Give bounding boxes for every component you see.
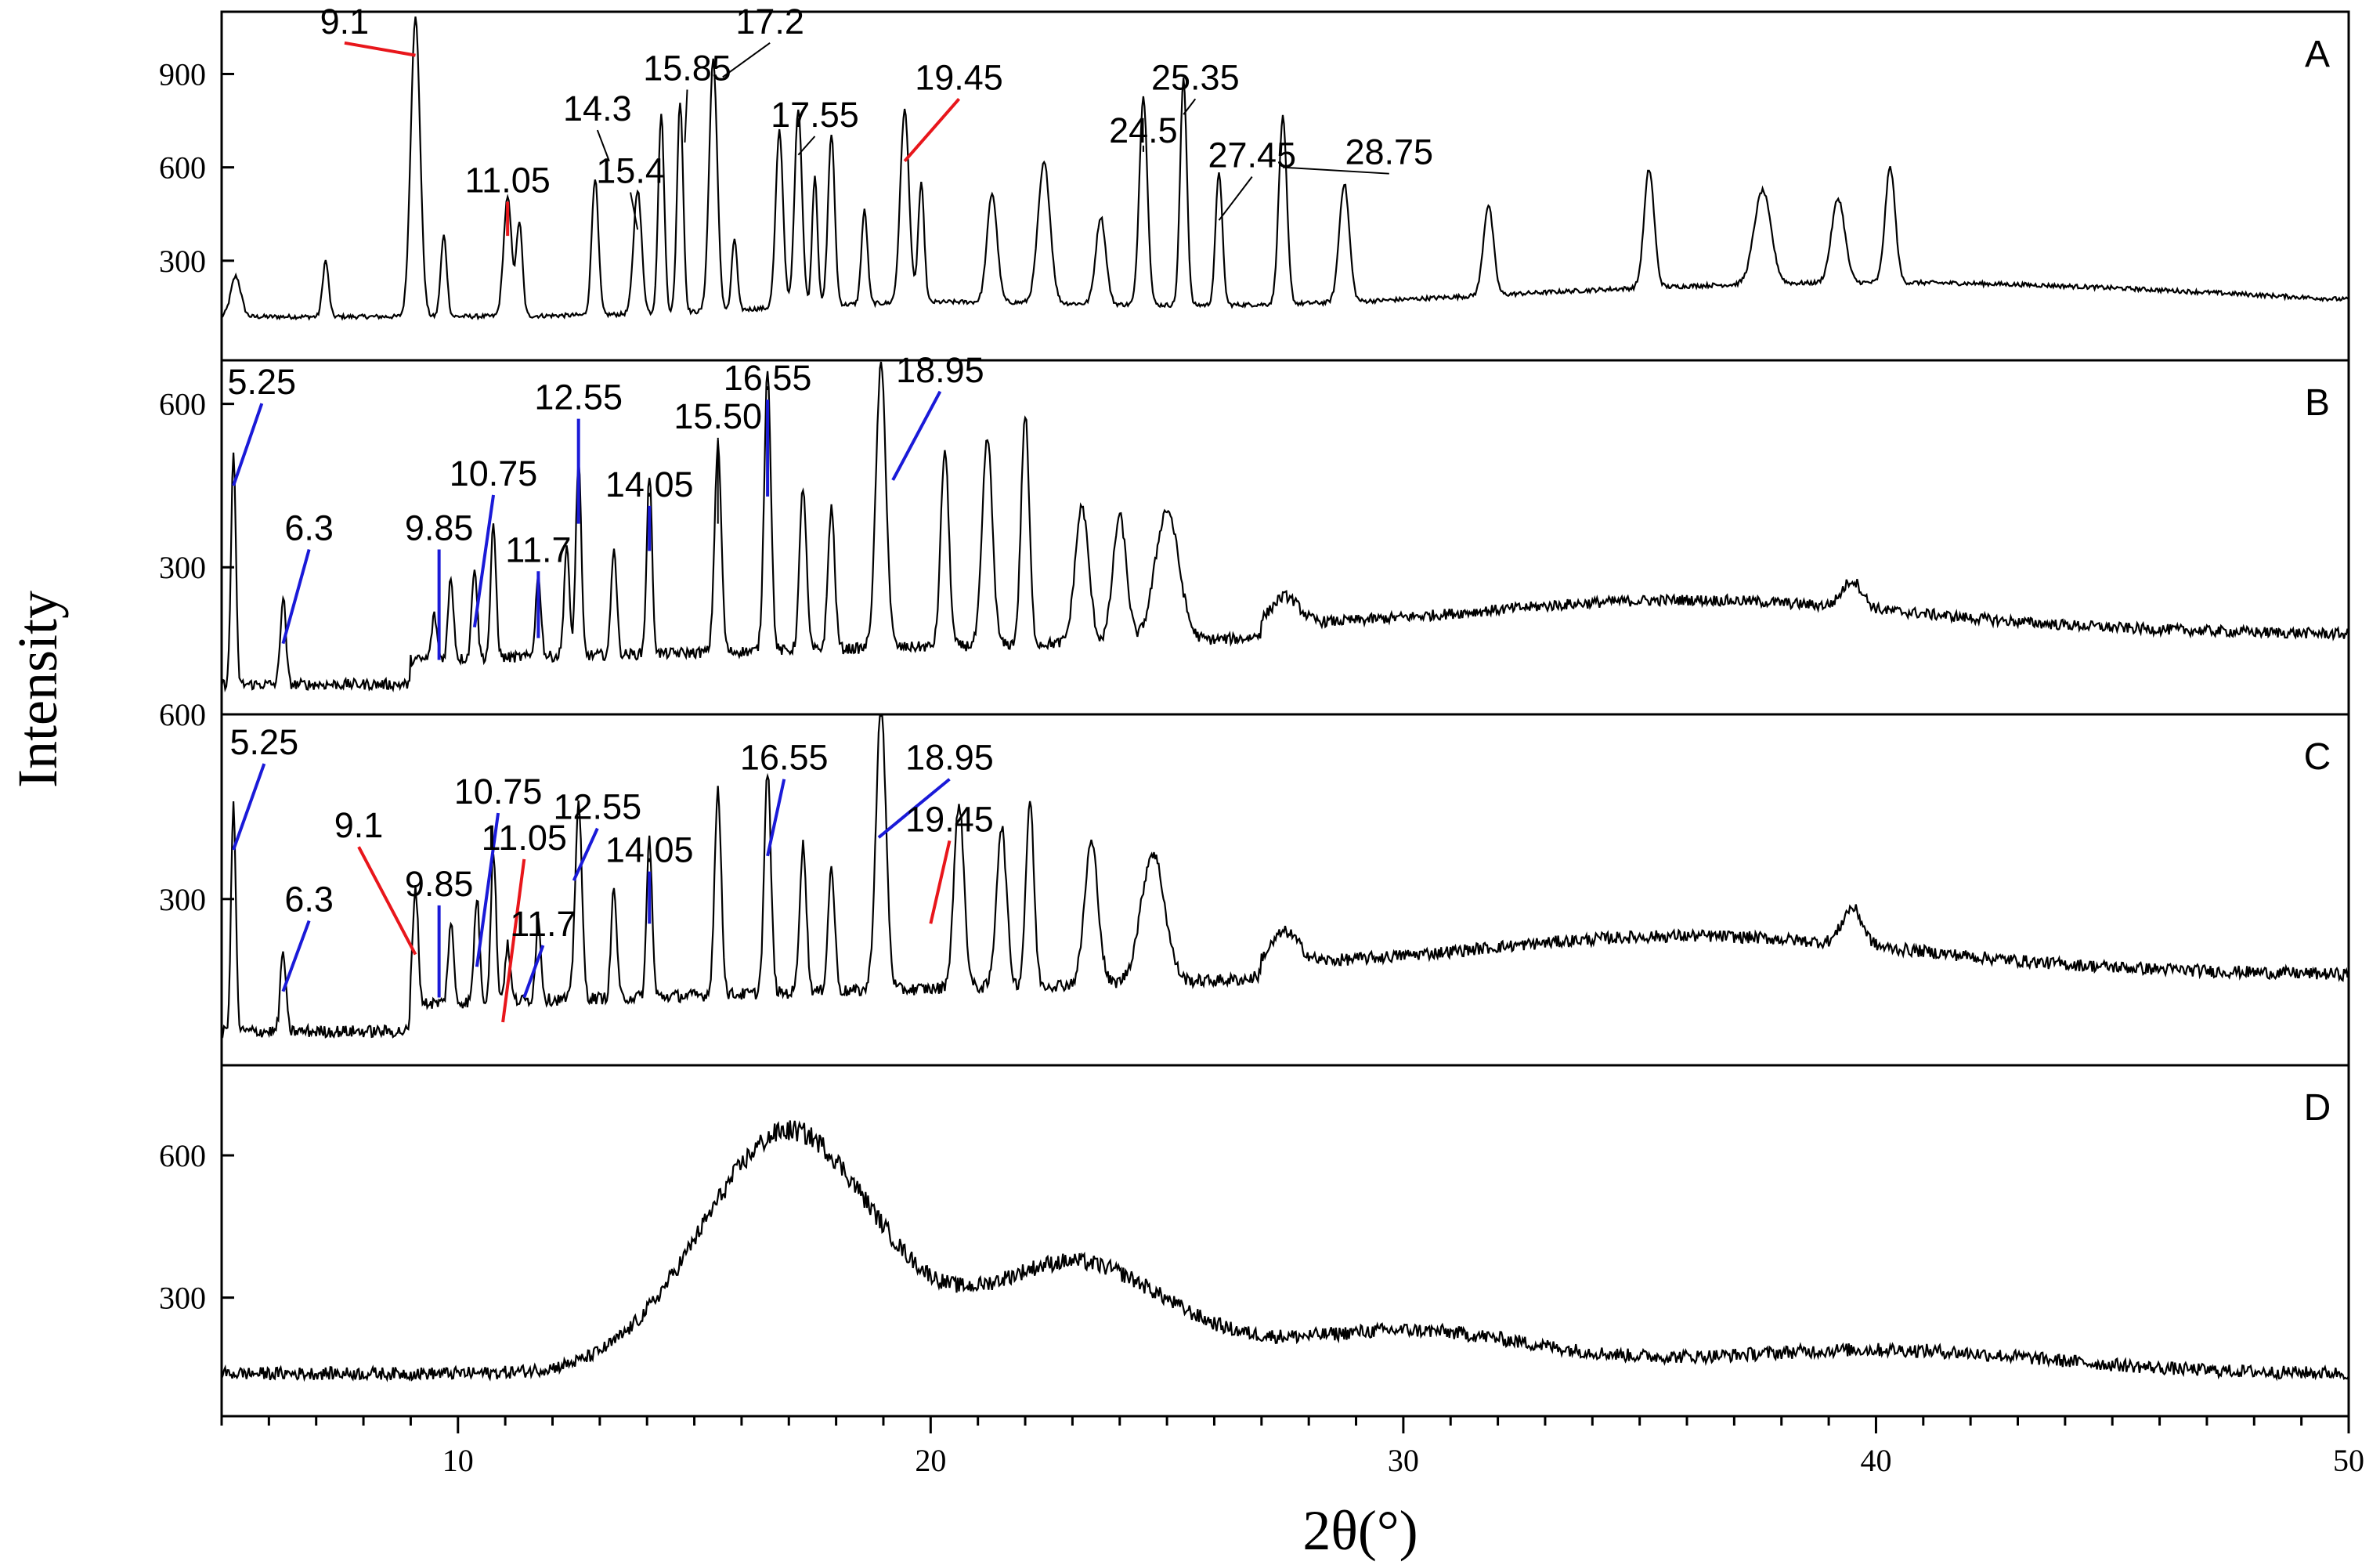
x-tick-label-20: 20 <box>915 1443 946 1478</box>
peak-leader-C-2 <box>357 846 417 956</box>
peak-label-C-3: 9.85 <box>405 864 474 904</box>
peak-label-B-1: 6.3 <box>284 508 334 548</box>
y-tick-label-B-600: 600 <box>159 387 206 422</box>
trace-D <box>220 1120 2350 1382</box>
frames-layer: 300 600 900 300 600 300 600 300 600 10 20 30 40 50 <box>159 10 2364 1478</box>
peak-label-B-3: 10.75 <box>450 454 538 493</box>
peak-label-A-0: 9.1 <box>320 2 370 42</box>
peak-leader-A-7 <box>903 98 961 163</box>
peak-label-B-9: 18.95 <box>896 350 984 390</box>
y-tick-label-A-900: 900 <box>159 56 206 92</box>
peak-label-A-6: 17.55 <box>771 95 859 135</box>
peak-label-A-2: 14.3 <box>563 89 632 128</box>
peak-leader-A-5 <box>722 42 771 78</box>
trace-C <box>220 714 2350 1039</box>
panel-letter-D: D <box>2304 1087 2331 1129</box>
x-tick-label-30: 30 <box>1388 1443 1419 1478</box>
peak-leader-C-4 <box>475 812 500 967</box>
peak-label-C-7: 12.55 <box>554 787 642 827</box>
traces-layer <box>220 16 2350 1382</box>
peak-label-C-4: 10.75 <box>454 772 543 811</box>
peak-label-C-6: 11.7 <box>510 904 576 944</box>
peak-label-C-11: 19.45 <box>905 799 994 839</box>
trace-A <box>221 16 2349 321</box>
peak-label-B-4: 11.7 <box>505 529 571 569</box>
peak-label-A-3: 15.4 <box>596 151 665 191</box>
peak-label-B-2: 9.85 <box>405 508 474 548</box>
x-tick-label-40: 40 <box>1860 1443 1891 1478</box>
peak-label-C-9: 16.55 <box>740 738 829 778</box>
y-tick-label-B-300: 300 <box>159 550 206 585</box>
panel-frame-C <box>220 713 2350 1067</box>
peak-label-C-2: 9.1 <box>334 805 384 845</box>
x-tick-label-10: 10 <box>442 1443 474 1478</box>
x-axis-title: 2θ(°) <box>1302 1499 1418 1562</box>
y-axis-title: Intensity <box>6 591 69 788</box>
peak-label-C-0: 5.25 <box>230 722 299 762</box>
peak-leader-B-0 <box>232 403 264 486</box>
panel-letter-B: B <box>2305 382 2330 424</box>
peak-label-A-5: 17.2 <box>735 2 804 42</box>
panel-letter-C: C <box>2304 736 2331 778</box>
peak-leader-A-9 <box>1183 98 1197 115</box>
y-tick-label-D-300: 300 <box>159 1281 206 1316</box>
peak-leader-A-6 <box>797 136 816 156</box>
peak-label-A-4: 15.85 <box>643 48 731 88</box>
peak-label-B-6: 14.05 <box>605 464 694 504</box>
peak-label-B-8: 16.55 <box>724 358 812 398</box>
peak-leader-A-0 <box>344 41 416 57</box>
peak-leader-C-10 <box>877 778 951 839</box>
peak-leader-A-3 <box>630 192 639 230</box>
peak-leader-C-5 <box>501 858 526 1023</box>
peak-label-B-5: 12.55 <box>534 378 623 417</box>
peak-leader-B-3 <box>472 494 496 628</box>
peak-leader-C-6 <box>522 945 545 999</box>
peak-leader-A-10 <box>1218 176 1253 221</box>
y-tick-label-C-300: 300 <box>159 882 206 917</box>
trace-B <box>220 361 2350 693</box>
peak-label-A-7: 19.45 <box>915 57 1003 97</box>
peak-leader-B-9 <box>891 390 942 481</box>
peak-label-B-7: 15.50 <box>674 396 762 436</box>
peak-label-C-1: 6.3 <box>284 880 334 920</box>
peak-leader-C-0 <box>232 763 266 851</box>
peak-leader-B-1 <box>281 548 311 645</box>
peak-label-C-10: 18.95 <box>905 738 994 778</box>
panel-letter-A: A <box>2305 34 2330 75</box>
peak-leader-C-7 <box>572 827 599 882</box>
peak-leader-C-11 <box>929 840 952 924</box>
peak-label-A-10: 27.45 <box>1208 136 1296 175</box>
y-tick-label-C-600: 600 <box>159 697 206 732</box>
peak-label-C-8: 14.05 <box>605 830 694 870</box>
peak-leader-A-11 <box>1282 166 1389 175</box>
peak-leader-A-4 <box>684 89 688 143</box>
peak-leader-C-9 <box>766 779 786 857</box>
peak-label-A-11: 28.75 <box>1345 132 1433 172</box>
y-tick-label-D-600: 600 <box>159 1138 206 1173</box>
peak-label-A-8: 24.5 <box>1109 110 1178 150</box>
peak-label-A-9: 25.35 <box>1151 57 1240 97</box>
y-tick-label-A-600: 600 <box>159 150 206 186</box>
peak-leader-C-1 <box>281 920 311 992</box>
peak-label-C-5: 11.05 <box>482 818 567 858</box>
peak-label-A-1: 11.05 <box>465 160 551 200</box>
x-tick-label-50: 50 <box>2333 1443 2364 1478</box>
peak-label-B-0: 5.25 <box>228 362 297 402</box>
y-tick-label-A-300: 300 <box>159 244 206 279</box>
panel-frame-D <box>220 1064 2350 1418</box>
peak-leader-A-2 <box>596 129 610 162</box>
